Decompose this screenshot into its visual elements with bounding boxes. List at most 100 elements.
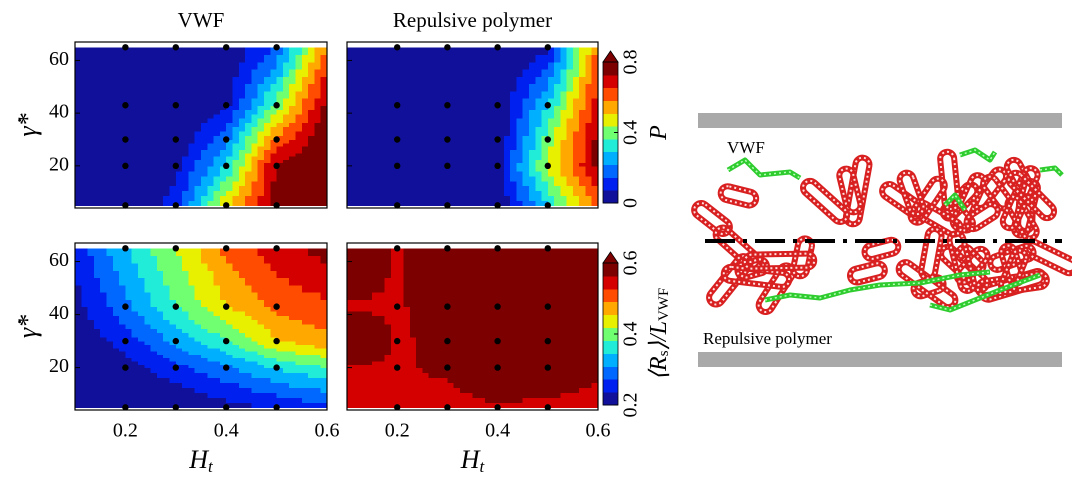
contour-cell — [523, 171, 530, 177]
contour-cell — [473, 105, 480, 110]
contour-cell — [385, 122, 392, 127]
contour-cell — [88, 332, 95, 337]
contour-cell — [416, 186, 423, 192]
contour-cell — [220, 320, 227, 325]
contour-cell — [277, 195, 284, 201]
contour-cell — [516, 200, 523, 206]
contour-cell — [353, 114, 360, 119]
contour-cell — [264, 270, 271, 278]
contour-cell — [296, 186, 303, 192]
contour-cell — [94, 315, 101, 320]
contour-cell — [176, 62, 183, 70]
contour-cell — [214, 76, 221, 84]
contour-cell — [360, 127, 367, 132]
contour-cell — [100, 256, 107, 264]
contour-cell — [245, 98, 252, 106]
contour-cell — [201, 171, 208, 177]
contour-cell — [504, 131, 511, 136]
contour-cell — [113, 135, 120, 140]
contour-cell — [251, 200, 258, 206]
contour-cell — [473, 114, 480, 119]
contour-cell — [579, 373, 586, 379]
contour-cell — [157, 332, 164, 337]
contour-cell — [220, 127, 227, 132]
contour-cell — [314, 378, 321, 384]
contour-cell — [207, 47, 214, 55]
contour-cell — [479, 320, 486, 325]
contour-cell — [523, 328, 530, 333]
contour-cell — [176, 382, 183, 388]
contour-cell — [251, 171, 258, 177]
contour-cell — [347, 328, 354, 333]
contour-cell — [289, 181, 296, 187]
contour-cell — [163, 55, 170, 63]
contour-cell — [403, 118, 410, 123]
contour-cell — [510, 200, 517, 206]
contour-cell — [510, 166, 517, 172]
contour-cell — [385, 337, 392, 342]
contour-cell — [289, 55, 296, 63]
contour-cell — [485, 122, 492, 127]
contour-cell — [479, 181, 486, 187]
contour-cell — [510, 135, 517, 140]
contour-cell — [195, 337, 202, 342]
contour-cell — [314, 248, 321, 256]
contour-cell — [314, 332, 321, 337]
sample-point — [173, 338, 179, 344]
contour-cell — [188, 387, 195, 393]
contour-cell — [460, 373, 467, 379]
contour-cell — [113, 62, 120, 70]
contour-cell — [397, 84, 404, 92]
contour-cell — [554, 69, 561, 77]
contour-cell — [201, 181, 208, 187]
contour-cell — [485, 324, 492, 329]
contour-cell — [554, 114, 561, 119]
contour-cell — [535, 200, 542, 206]
contour-cell — [207, 277, 214, 285]
contour-cell — [283, 270, 290, 278]
contour-cell — [567, 392, 574, 398]
contour-cell — [308, 328, 315, 333]
sample-point — [223, 364, 229, 370]
contour-cell — [535, 98, 542, 106]
contour-cell — [485, 110, 492, 115]
contour-cell — [182, 248, 189, 256]
contour-cell — [466, 118, 473, 123]
contour-cell — [385, 328, 392, 333]
contour-cell — [296, 118, 303, 123]
contour-cell — [353, 382, 360, 388]
contour-cell — [491, 110, 498, 115]
contour-cell — [88, 62, 95, 70]
contour-cell — [245, 135, 252, 140]
contour-cell — [75, 263, 82, 271]
contour-cell — [88, 166, 95, 172]
contour-cell — [579, 181, 586, 187]
contour-cell — [567, 62, 574, 70]
contour-cell — [554, 373, 561, 379]
contour-cell — [277, 55, 284, 63]
contour-cell — [554, 135, 561, 140]
contour-cell — [510, 382, 517, 388]
contour-cell — [372, 373, 379, 379]
contour-cell — [245, 382, 252, 388]
contour-cell — [460, 76, 467, 84]
contour-cell — [107, 292, 114, 300]
contour-cell — [207, 378, 214, 384]
contour-cell — [113, 127, 120, 132]
contour-cell — [233, 166, 240, 172]
contour-cell — [466, 84, 473, 92]
contour-cell — [473, 332, 480, 337]
contour-cell — [207, 135, 214, 140]
contour-cell — [251, 337, 258, 342]
colorbar-extend — [603, 51, 618, 62]
contour-cell — [579, 368, 586, 374]
contour-cell — [422, 382, 429, 388]
colorbar-band — [603, 139, 618, 152]
contour-cell — [226, 118, 233, 123]
contour-cell — [302, 181, 309, 187]
contour-cell — [182, 191, 189, 197]
contour-cell — [372, 392, 379, 398]
contour-cell — [397, 373, 404, 379]
contour-cell — [94, 256, 101, 264]
contour-cell — [233, 195, 240, 201]
